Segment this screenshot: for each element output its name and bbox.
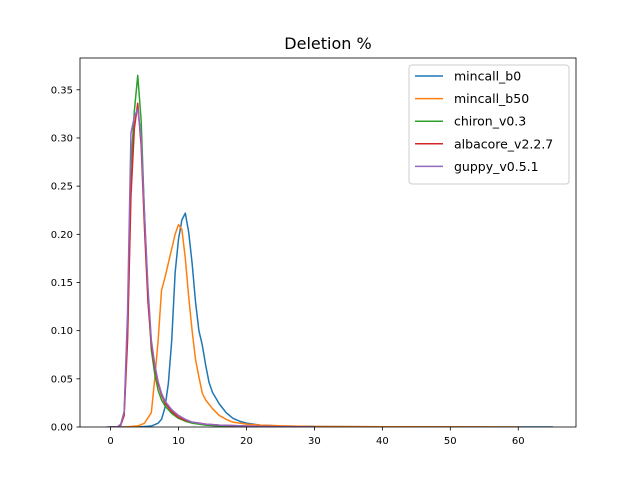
x-tick-label: 60 — [512, 436, 525, 447]
x-tick-label: 50 — [444, 436, 457, 447]
legend-box — [408, 64, 570, 185]
legend: mincall_b0 mincall_b50 chiron_v0.3 albacore… — [408, 64, 570, 185]
y-tick-label: 0.20 — [51, 230, 73, 241]
x-tick-label: 10 — [172, 436, 185, 447]
legend-label: chiron_v0.3 — [454, 114, 526, 129]
x-tick-label: 20 — [240, 436, 253, 447]
y-tick-label: 0.25 — [51, 182, 73, 193]
series-line-1 — [123, 223, 520, 427]
y-tick-label: 0.15 — [51, 278, 73, 289]
x-tick-label: 40 — [376, 436, 389, 447]
legend-label: guppy_v0.5.1 — [454, 159, 539, 174]
y-tick-label: 0.00 — [51, 423, 73, 434]
legend-label: mincall_b0 — [454, 69, 521, 84]
y-tick-label: 0.10 — [51, 326, 73, 337]
axes: 0 10 20 30 40 50 60 0.00 0.05 0.10 0.15 0.20 0.25 0.3… — [51, 57, 577, 447]
y-tick-label: 0.05 — [51, 374, 73, 385]
y-tick-label: 0.30 — [51, 133, 73, 144]
x-tick-label: 0 — [107, 436, 113, 447]
legend-label: albacore_v2.2.7 — [454, 136, 553, 151]
plot-lines — [106, 74, 553, 427]
chart-title: Deletion % — [284, 34, 371, 53]
series-line-4 — [106, 108, 316, 427]
axes-frame — [79, 57, 577, 428]
x-tick-label: 30 — [308, 436, 321, 447]
legend-label: mincall_b50 — [454, 91, 529, 106]
y-tick-label: 0.35 — [51, 85, 73, 96]
